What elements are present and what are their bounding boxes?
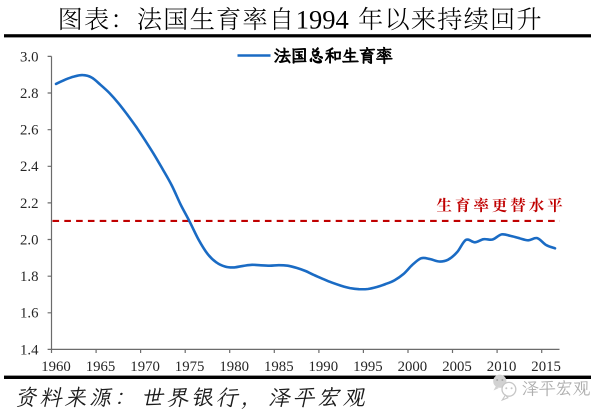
svg-text:1990: 1990 — [309, 359, 339, 375]
svg-text:1.4: 1.4 — [20, 342, 39, 358]
svg-text:1985: 1985 — [264, 359, 294, 375]
svg-text:2010: 2010 — [487, 359, 517, 375]
svg-text:1.8: 1.8 — [20, 269, 39, 285]
svg-text:2000: 2000 — [398, 359, 428, 375]
svg-text:1.6: 1.6 — [20, 306, 39, 322]
svg-text:1980: 1980 — [219, 359, 249, 375]
svg-text:2.8: 2.8 — [20, 86, 39, 102]
svg-text:2.4: 2.4 — [20, 159, 39, 175]
svg-text:1970: 1970 — [130, 359, 160, 375]
svg-text:2.6: 2.6 — [20, 123, 39, 139]
svg-text:2005: 2005 — [442, 359, 472, 375]
svg-text:2015: 2015 — [531, 359, 561, 375]
svg-text:2.2: 2.2 — [20, 196, 39, 212]
svg-text:1960: 1960 — [41, 359, 71, 375]
svg-text:1995: 1995 — [353, 359, 383, 375]
svg-text:3.0: 3.0 — [20, 49, 39, 65]
svg-text:1965: 1965 — [86, 359, 116, 375]
svg-text:1994: 1994 — [296, 4, 349, 34]
svg-text:2.0: 2.0 — [20, 232, 39, 248]
svg-text:1975: 1975 — [175, 359, 205, 375]
